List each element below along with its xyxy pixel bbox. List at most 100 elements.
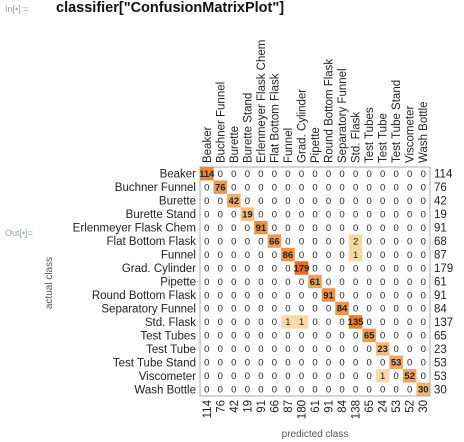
- cell-bg: [281, 315, 295, 329]
- cell-value: 0: [394, 277, 399, 288]
- cell-value: 0: [326, 304, 331, 315]
- cell-value: 0: [421, 169, 426, 180]
- cell-value: 0: [326, 263, 331, 274]
- cell-value: 0: [299, 223, 304, 234]
- cell-value: 0: [353, 183, 358, 194]
- cell-value: 0: [258, 290, 263, 301]
- cell-bg: [348, 247, 363, 262]
- cell-value: 0: [299, 183, 304, 194]
- cell-value: 0: [231, 169, 236, 180]
- cell-value: 0: [245, 196, 250, 207]
- cell-value: 0: [339, 331, 344, 342]
- cell-value: 0: [326, 331, 331, 342]
- cell-value: 0: [339, 290, 344, 301]
- input-code-line[interactable]: classifier["ConfusionMatrixPlot"]: [56, 0, 285, 16]
- cell-value: 0: [231, 317, 236, 328]
- cell-value: 0: [353, 371, 358, 382]
- cell-value: 0: [245, 236, 250, 247]
- cell-value: 0: [326, 236, 331, 247]
- cell-value: 0: [407, 250, 412, 261]
- cell-value: 0: [421, 358, 426, 369]
- cell-value: 0: [258, 317, 263, 328]
- cell-value: 0: [218, 290, 223, 301]
- cell-value: 0: [299, 209, 304, 220]
- cell-value: 0: [366, 290, 371, 301]
- cell-value: 0: [218, 317, 223, 328]
- cell-value: 0: [272, 331, 277, 342]
- column-label: Test Tube: [378, 113, 390, 163]
- cell-value: 0: [312, 169, 317, 180]
- cell-bg: [362, 328, 376, 343]
- cell-value: 0: [299, 385, 304, 396]
- cell-value: 0: [245, 304, 250, 315]
- cell-value: 0: [272, 209, 277, 220]
- cell-value: 0: [285, 344, 290, 355]
- cell-value: 0: [312, 236, 317, 247]
- row-total: 76: [434, 182, 447, 194]
- row-total: 53: [434, 371, 447, 383]
- cell-value: 0: [204, 344, 209, 355]
- row-total: 65: [434, 330, 447, 342]
- cell-value: 0: [380, 385, 385, 396]
- cell-value: 0: [407, 183, 412, 194]
- cell-value: 0: [218, 196, 223, 207]
- cell-value: 0: [218, 250, 223, 261]
- cell-value: 0: [245, 385, 250, 396]
- cell-bg: [321, 288, 336, 302]
- cell-value: 0: [353, 169, 358, 180]
- cell-value: 0: [394, 263, 399, 274]
- column-label: Pipette: [310, 127, 322, 163]
- cell-bg: [389, 355, 403, 370]
- column-label: Test Tubes: [364, 107, 376, 163]
- cell-value: 0: [258, 183, 263, 194]
- cell-value: 0: [394, 236, 399, 247]
- cell-bg: [308, 274, 322, 289]
- cell-value: 0: [258, 385, 263, 396]
- cell-value: 84: [337, 304, 348, 315]
- cell-value: 0: [339, 371, 344, 382]
- cell-value: 0: [285, 236, 290, 247]
- cell-value: 0: [218, 263, 223, 274]
- cell-bg: [240, 207, 255, 221]
- cell-value: 0: [299, 169, 304, 180]
- cell-value: 0: [204, 223, 209, 234]
- cell-value: 0: [245, 250, 250, 261]
- cell-value: 66: [269, 236, 280, 247]
- cell-value: 0: [258, 344, 263, 355]
- row-total: 68: [434, 236, 447, 248]
- cell-value: 0: [353, 223, 358, 234]
- cell-value: 0: [326, 209, 331, 220]
- cell-value: 0: [258, 250, 263, 261]
- cell-value: 1: [299, 317, 304, 328]
- cell-value: 0: [245, 169, 250, 180]
- cell-value: 0: [285, 263, 290, 274]
- row-total: 87: [434, 250, 447, 262]
- column-total: 52: [405, 400, 417, 413]
- cell-value: 0: [339, 196, 344, 207]
- cell-value: 0: [231, 304, 236, 315]
- row-total: 30: [434, 384, 447, 396]
- cell-value: 0: [312, 183, 317, 194]
- cell-value: 0: [258, 263, 263, 274]
- cell-bg: [348, 315, 363, 329]
- column-label: Flat Bottom Flask: [269, 73, 281, 163]
- cell-bg: [375, 369, 390, 383]
- cell-value: 0: [421, 236, 426, 247]
- cell-value: 0: [299, 358, 304, 369]
- column-label: Erlenmeyer Flask Chem: [256, 40, 268, 163]
- row-total: 91: [434, 223, 447, 235]
- cell-value: 0: [258, 169, 263, 180]
- cell-value: 0: [339, 277, 344, 288]
- column-total: 42: [229, 400, 241, 413]
- cell-value: 0: [366, 263, 371, 274]
- cell-value: 0: [204, 236, 209, 247]
- cell-value: 0: [421, 304, 426, 315]
- cell-value: 0: [218, 385, 223, 396]
- cell-value: 42: [229, 196, 240, 207]
- cell-value: 0: [312, 250, 317, 261]
- cell-value: 0: [380, 263, 385, 274]
- cell-value: 0: [299, 250, 304, 261]
- y-axis-label: actual class: [44, 257, 55, 309]
- cell-value: 0: [312, 385, 317, 396]
- cell-value: 0: [204, 263, 209, 274]
